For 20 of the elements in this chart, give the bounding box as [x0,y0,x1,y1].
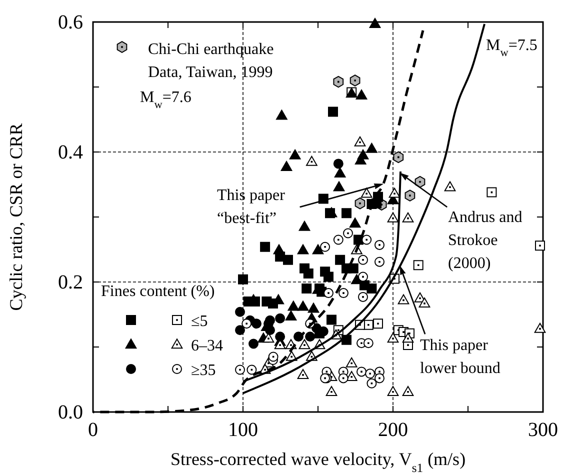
y-tick-label: 0.6 [58,11,83,34]
x-tick-label: 300 [528,419,558,442]
annotation: This paper lower bound [420,337,500,377]
legend-label: ≥35 [191,362,216,379]
y-axis-title: Cyclic ratio, CSR or CRR [6,123,26,311]
y-tick-label: 0.2 [58,271,83,294]
x-axis-title: Stress-corrected wave velocity, V$_{s1}$ (m/s) [170,449,466,475]
x-tick-label: 100 [228,419,258,442]
legend-title: Fines content (%) [101,283,215,300]
y-tick-label: 0.4 [58,141,83,164]
x-tick-label: 200 [378,419,408,442]
legend-label: 6–34 [191,338,223,354]
y-tick-label: 0.0 [58,401,83,424]
annotation: M$_{w}$=7.5 [486,37,538,59]
annotation: M$_{w}$=7.6 [140,89,192,111]
annotation: This paper “best-fit” [217,187,286,227]
annotation: Andrus and Strokoe (2000) [448,209,522,272]
legend-label: Chi-Chi earthquake Data, Taiwan, 1999 [148,41,274,81]
legend-label: ≤5 [191,313,208,330]
x-tick-label: 0 [88,419,98,442]
